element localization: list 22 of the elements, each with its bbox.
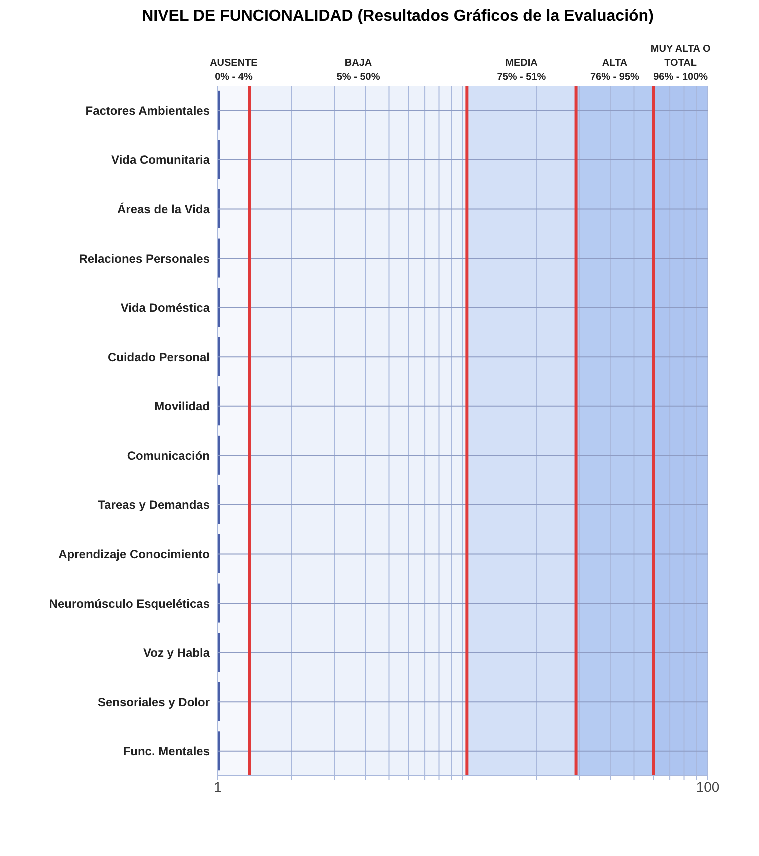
y-tick-label: Factores Ambientales [86, 104, 210, 118]
x-tick-label: 1 [214, 778, 222, 795]
band-label: MUY ALTA O TOTAL 96% - 100% [650, 44, 711, 83]
band-label: AUSENTE 0% - 4% [210, 58, 258, 83]
x-tick-label: 100 [696, 778, 720, 795]
y-tick-label: Sensoriales y Dolor [98, 695, 210, 710]
y-tick-label: Comunicación [127, 448, 210, 463]
band-label: BAJA 5% - 50% [336, 58, 380, 83]
y-tick-label: Vida Comunitaria [112, 153, 210, 168]
y-tick-label: Tareas y Demandas [98, 498, 210, 512]
band-label: MEDIA 75% - 51% [497, 58, 546, 83]
y-tick-label: Vida Doméstica [120, 301, 210, 316]
y-tick-label: Cuidado Personal [108, 350, 210, 364]
chart-title: NIVEL DE FUNCIONALIDAD (Resultados Gráficos de la Evaluación) [141, 8, 655, 26]
y-tick-label: Voz y Habla [144, 646, 210, 660]
y-tick-label: Relaciones Personales [79, 252, 210, 266]
band-label: ALTA 76% - 95% [590, 58, 640, 83]
y-tick-label: Aprendizaje Conocimiento [58, 547, 210, 562]
y-tick-label: Func. Mentales [123, 744, 210, 759]
y-tick-label: Neuromúsculo Esqueléticas [49, 596, 210, 611]
y-tick-label: Movilidad [154, 400, 210, 414]
y-tick-label: Áreas de la Vida [118, 202, 210, 216]
